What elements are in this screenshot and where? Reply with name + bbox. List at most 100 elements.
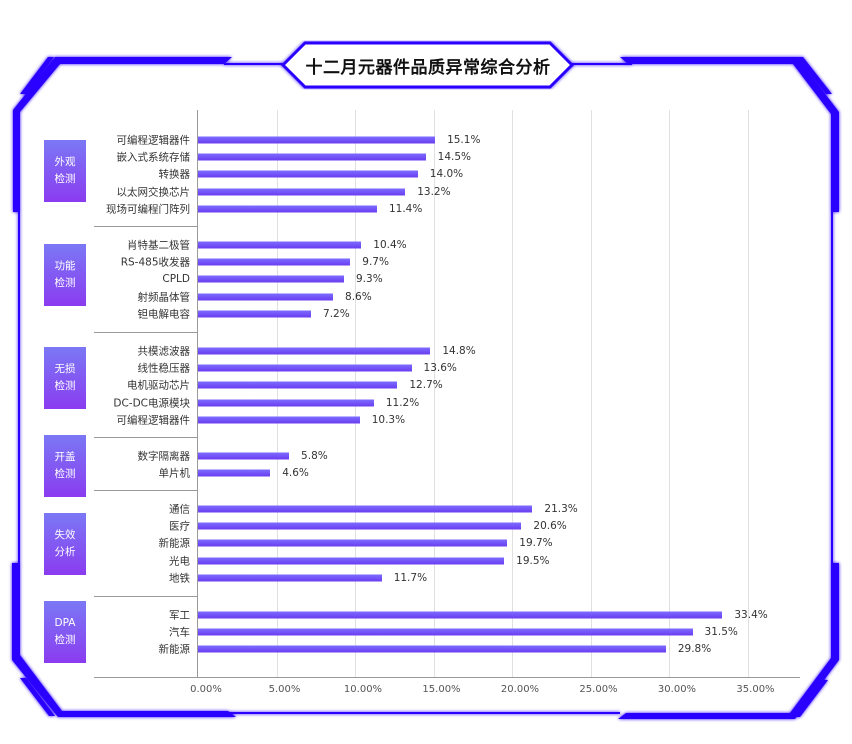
category-label: 汽车: [169, 626, 190, 639]
gridline: [512, 110, 513, 677]
category-label: DC-DC电源模块: [113, 397, 190, 410]
bar[interactable]: [198, 645, 666, 653]
chart-title-box: 十二月元器件品质异常综合分析: [283, 42, 573, 88]
category-label: 军工: [169, 609, 190, 622]
category-label: 医疗: [169, 520, 190, 533]
group-badge: 外观 检测: [44, 140, 86, 202]
category-label: 转换器: [158, 168, 191, 181]
value-label: 15.1%: [447, 134, 481, 146]
group-badge-label: 外观: [54, 156, 76, 168]
group-badge-label: 分析: [54, 546, 76, 558]
category-label: CPLD: [162, 273, 190, 286]
category-label: 通信: [169, 503, 190, 516]
bar[interactable]: [198, 136, 436, 144]
category-label: 嵌入式系统存储: [116, 151, 191, 164]
gridline: [590, 110, 592, 677]
bar[interactable]: [198, 452, 290, 460]
bar[interactable]: [198, 522, 522, 530]
group-badge-label: DPA: [54, 617, 76, 629]
bar[interactable]: [198, 505, 533, 513]
category-label: 光电: [169, 555, 190, 568]
value-label: 21.3%: [544, 503, 578, 515]
category-label: 现场可编程门阵列: [106, 203, 190, 216]
value-label: 19.5%: [516, 554, 550, 567]
category-label: 新能源: [158, 643, 191, 656]
x-tick-label: 35.00%: [736, 684, 775, 695]
group-badge-label: 检测: [54, 634, 76, 646]
bar[interactable]: [198, 275, 344, 283]
group-badge: 失效 分析: [44, 513, 86, 575]
group-badge: 功能 检测: [44, 244, 86, 306]
bar[interactable]: [198, 258, 351, 266]
group-badge: 无损 检测: [44, 347, 86, 409]
bar[interactable]: [198, 574, 382, 582]
x-tick-label: 10.00%: [343, 684, 383, 695]
group-badge-label: 开盖: [54, 451, 76, 463]
group-divider: [94, 437, 198, 438]
category-label: 以太网交换芯片: [116, 186, 191, 199]
chart-title: 十二月元器件品质异常综合分析: [305, 57, 551, 78]
category-label: 单片机: [158, 467, 191, 480]
gridline: [355, 110, 356, 677]
bar[interactable]: [198, 557, 505, 565]
gridline: [747, 110, 749, 677]
group-divider: [94, 596, 198, 597]
value-label: 8.6%: [345, 290, 372, 303]
value-label: 11.2%: [385, 396, 420, 409]
bar[interactable]: [198, 381, 398, 389]
bar[interactable]: [198, 347, 431, 355]
value-label: 19.7%: [519, 537, 553, 550]
x-tick-label: 5.00%: [268, 684, 301, 695]
bar[interactable]: [198, 205, 377, 213]
bar[interactable]: [198, 310, 312, 318]
bar[interactable]: [198, 364, 412, 372]
value-label: 13.6%: [423, 362, 457, 375]
group-badge-label: 检测: [54, 380, 76, 392]
category-label: 新能源: [158, 537, 191, 550]
bar[interactable]: [198, 628, 693, 636]
value-label: 31.5%: [704, 626, 738, 639]
value-label: 33.4%: [734, 609, 768, 621]
bar[interactable]: [198, 399, 374, 407]
group-badge-label: 检测: [54, 468, 76, 480]
value-label: 13.2%: [417, 185, 451, 198]
value-label: 10.3%: [371, 413, 406, 426]
category-label: 可编程逻辑器件: [116, 414, 191, 427]
x-tick-label: 15.00%: [422, 684, 461, 695]
y-axis-line: [197, 110, 198, 677]
category-label: 电机驱动芯片: [127, 379, 190, 392]
category-label: 数字隔离器: [137, 450, 191, 463]
category-label: 钽电解电容: [137, 308, 191, 321]
category-label: 肖特基二极管: [127, 239, 190, 252]
group-badge: DPA 检测: [44, 601, 86, 663]
bar[interactable]: [198, 170, 418, 178]
bar[interactable]: [198, 539, 508, 547]
bar[interactable]: [198, 293, 334, 301]
bar[interactable]: [198, 611, 723, 619]
value-label: 9.3%: [356, 273, 383, 286]
category-label: 线性稳压器: [137, 362, 191, 375]
x-tick-label: 30.00%: [657, 684, 697, 695]
value-label: 11.7%: [393, 571, 428, 584]
category-label: 射频晶体管: [137, 291, 191, 304]
value-label: 29.8%: [677, 643, 712, 656]
value-label: 4.6%: [282, 467, 309, 480]
x-tick-label: 25.00%: [579, 684, 618, 695]
value-label: 14.5%: [437, 151, 471, 164]
x-tick-label: 0.00%: [190, 684, 222, 695]
value-label: 12.7%: [409, 379, 443, 392]
category-label: 共模滤波器: [137, 345, 191, 358]
value-label: 7.2%: [323, 307, 350, 320]
value-label: 20.6%: [533, 520, 567, 533]
bar[interactable]: [198, 416, 360, 424]
group-divider: [94, 332, 198, 333]
x-axis-line: [94, 677, 800, 678]
group-badge-label: 无损: [54, 363, 76, 375]
gridline: [433, 110, 435, 677]
bar[interactable]: [198, 153, 426, 161]
bar[interactable]: [198, 469, 271, 477]
value-label: 14.0%: [429, 168, 464, 181]
bar[interactable]: [198, 188, 406, 196]
bar[interactable]: [198, 241, 362, 249]
